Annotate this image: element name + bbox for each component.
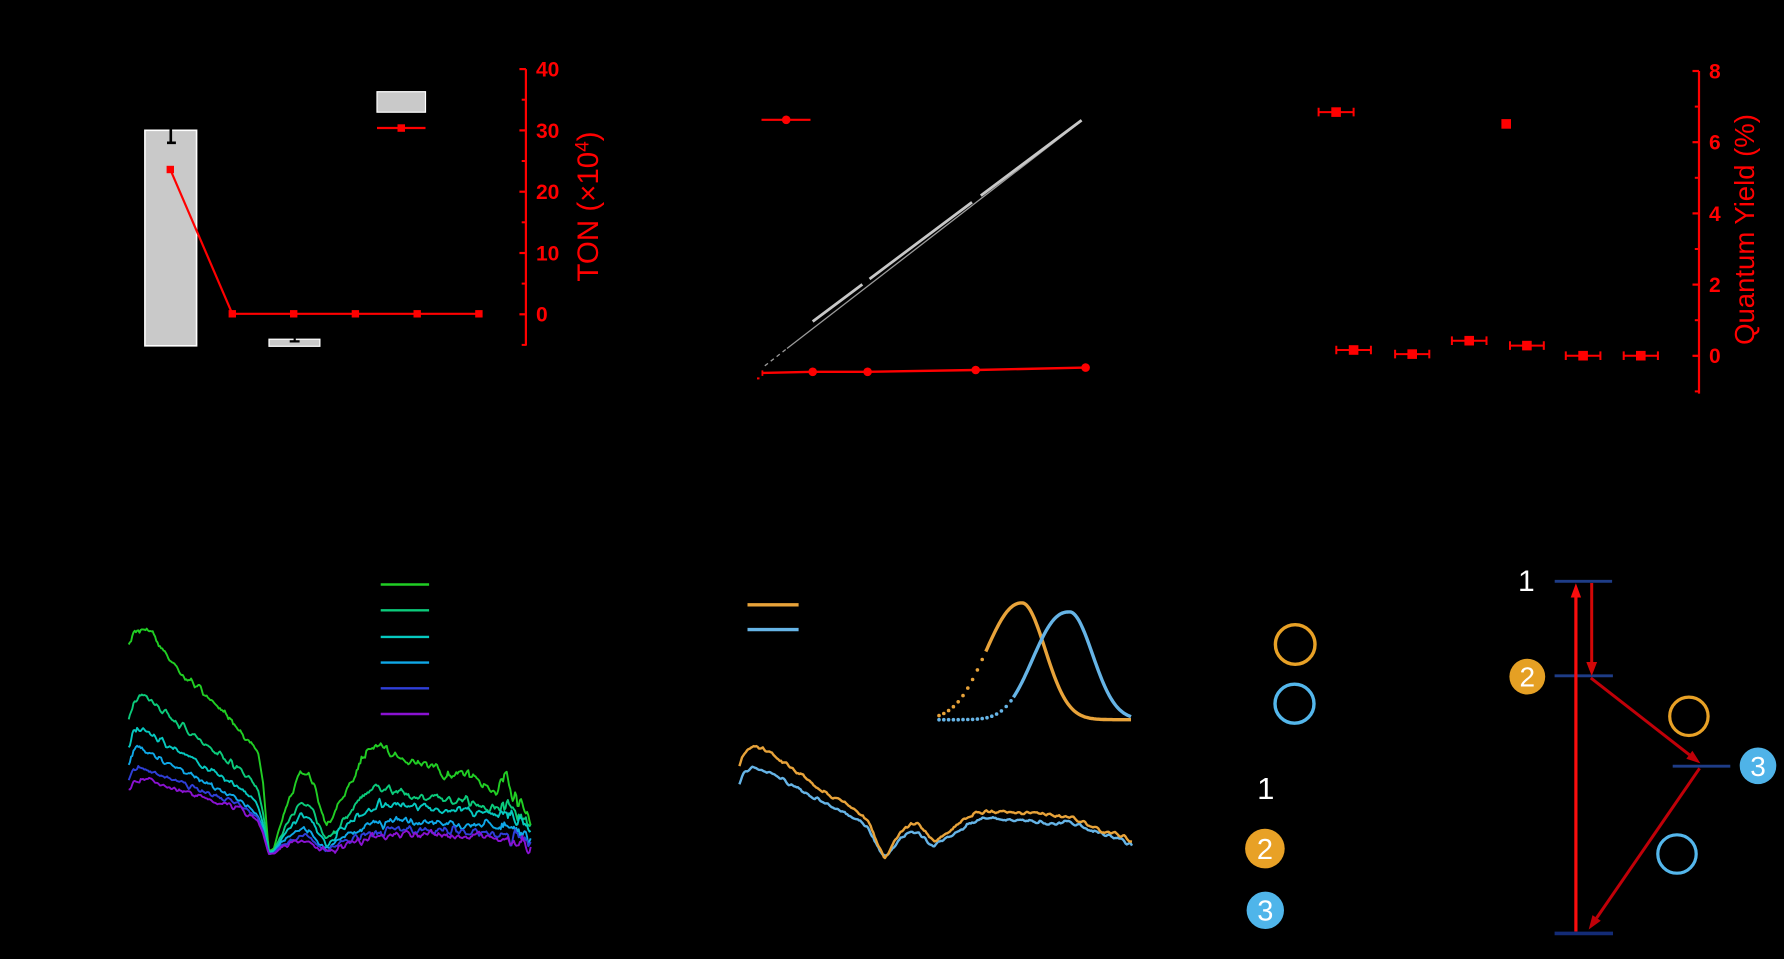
svg-text:4: 4 — [1709, 203, 1721, 226]
svg-text:1: 1 — [1518, 565, 1535, 598]
svg-text:0: 0 — [1709, 345, 1721, 368]
svg-text:Quantum Yield (%): Quantum Yield (%) — [1729, 114, 1760, 345]
svg-text:1: 1 — [1257, 771, 1274, 806]
svg-text:6: 6 — [1709, 132, 1721, 155]
svg-text:20: 20 — [536, 181, 559, 204]
svg-text:0: 0 — [536, 304, 548, 327]
svg-text:3: 3 — [1750, 751, 1766, 782]
svg-text:2: 2 — [1257, 834, 1273, 866]
svg-text:30: 30 — [536, 120, 559, 143]
svg-text:TON (×104): TON (×104) — [572, 131, 605, 281]
svg-text:40: 40 — [536, 59, 559, 82]
svg-text:8: 8 — [1709, 60, 1721, 83]
svg-text:10: 10 — [536, 242, 559, 265]
svg-text:3: 3 — [1257, 896, 1273, 928]
svg-text:2: 2 — [1520, 662, 1536, 693]
svg-text:2: 2 — [1709, 274, 1721, 297]
